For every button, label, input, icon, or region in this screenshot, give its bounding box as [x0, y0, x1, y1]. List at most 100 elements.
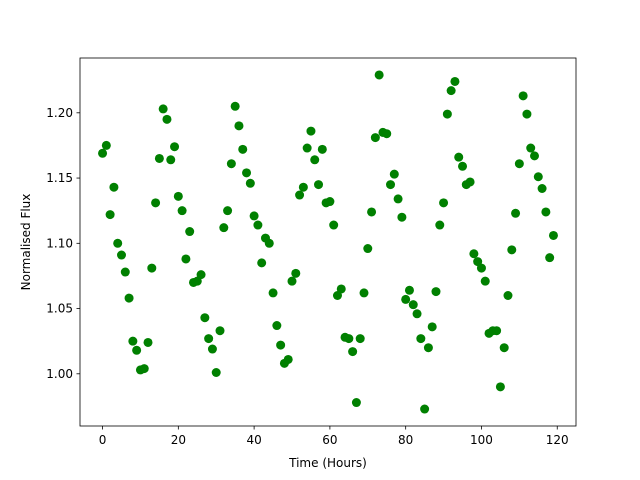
x-tick-label: 20	[171, 433, 186, 447]
point	[291, 268, 301, 278]
point	[147, 263, 157, 273]
x-tick-label: 0	[99, 433, 107, 447]
point	[420, 404, 430, 414]
point	[272, 321, 282, 331]
point	[454, 152, 464, 162]
point	[105, 210, 115, 220]
point	[374, 70, 384, 80]
x-axis-label: Time (Hours)	[288, 456, 367, 470]
point	[192, 276, 202, 286]
point	[173, 191, 183, 201]
point	[480, 276, 490, 286]
point	[242, 168, 252, 178]
point	[344, 334, 354, 344]
point	[404, 285, 414, 295]
point	[336, 284, 346, 294]
point	[314, 180, 324, 190]
point	[230, 101, 240, 111]
point	[492, 326, 502, 336]
point	[170, 142, 180, 152]
point	[367, 207, 377, 217]
point	[162, 114, 172, 124]
point	[257, 258, 267, 268]
x-tick-label: 40	[246, 433, 261, 447]
point	[245, 178, 255, 188]
point	[495, 382, 505, 392]
point	[143, 337, 153, 347]
point	[446, 86, 456, 96]
point	[302, 143, 312, 153]
point	[423, 343, 433, 353]
x-tick-label: 80	[398, 433, 413, 447]
point	[382, 129, 392, 139]
point	[332, 291, 342, 301]
x-tick-label: 120	[546, 433, 569, 447]
y-tick-label: 1.15	[46, 171, 73, 185]
y-tick-label: 1.00	[46, 367, 73, 381]
point	[348, 347, 358, 357]
point	[427, 322, 437, 332]
point	[116, 250, 126, 260]
point	[458, 161, 468, 171]
point	[223, 206, 233, 216]
point	[310, 155, 320, 165]
point	[431, 287, 441, 297]
point	[507, 245, 517, 255]
point	[363, 244, 373, 254]
point	[264, 238, 274, 248]
point	[412, 309, 422, 319]
point	[151, 198, 161, 208]
point	[287, 276, 297, 286]
point	[522, 109, 532, 119]
point	[113, 238, 123, 248]
point	[533, 172, 543, 182]
point	[499, 343, 509, 353]
x-tick-label: 100	[470, 433, 493, 447]
point	[530, 151, 540, 161]
point	[541, 207, 551, 217]
point	[132, 345, 142, 355]
point	[393, 194, 403, 204]
point	[416, 334, 426, 344]
point	[109, 182, 119, 192]
point	[526, 143, 536, 153]
point	[465, 177, 475, 187]
point	[120, 267, 130, 277]
point	[234, 121, 244, 131]
point	[158, 104, 168, 114]
point	[355, 334, 365, 344]
point	[401, 294, 411, 304]
point	[185, 227, 195, 237]
point	[177, 206, 187, 216]
point	[503, 291, 513, 301]
point	[439, 198, 449, 208]
y-tick-label: 1.10	[46, 236, 73, 250]
point	[139, 364, 149, 374]
point	[351, 398, 361, 408]
point	[397, 212, 407, 222]
point	[450, 76, 460, 86]
point	[317, 144, 327, 154]
point	[518, 91, 528, 101]
point	[514, 159, 524, 169]
point	[386, 180, 396, 190]
point	[276, 340, 286, 350]
point	[476, 263, 486, 273]
x-tick-label: 60	[322, 433, 337, 447]
y-tick-label: 1.05	[46, 302, 73, 316]
point	[196, 270, 206, 280]
point	[389, 169, 399, 179]
point	[128, 336, 138, 346]
point	[283, 354, 293, 364]
point	[442, 109, 452, 119]
y-tick-label: 1.20	[46, 106, 73, 120]
point	[548, 230, 558, 240]
point	[101, 140, 111, 150]
point	[306, 126, 316, 136]
point	[124, 293, 134, 303]
point	[545, 253, 555, 263]
point	[359, 288, 369, 298]
point	[295, 190, 305, 200]
point	[473, 257, 483, 267]
